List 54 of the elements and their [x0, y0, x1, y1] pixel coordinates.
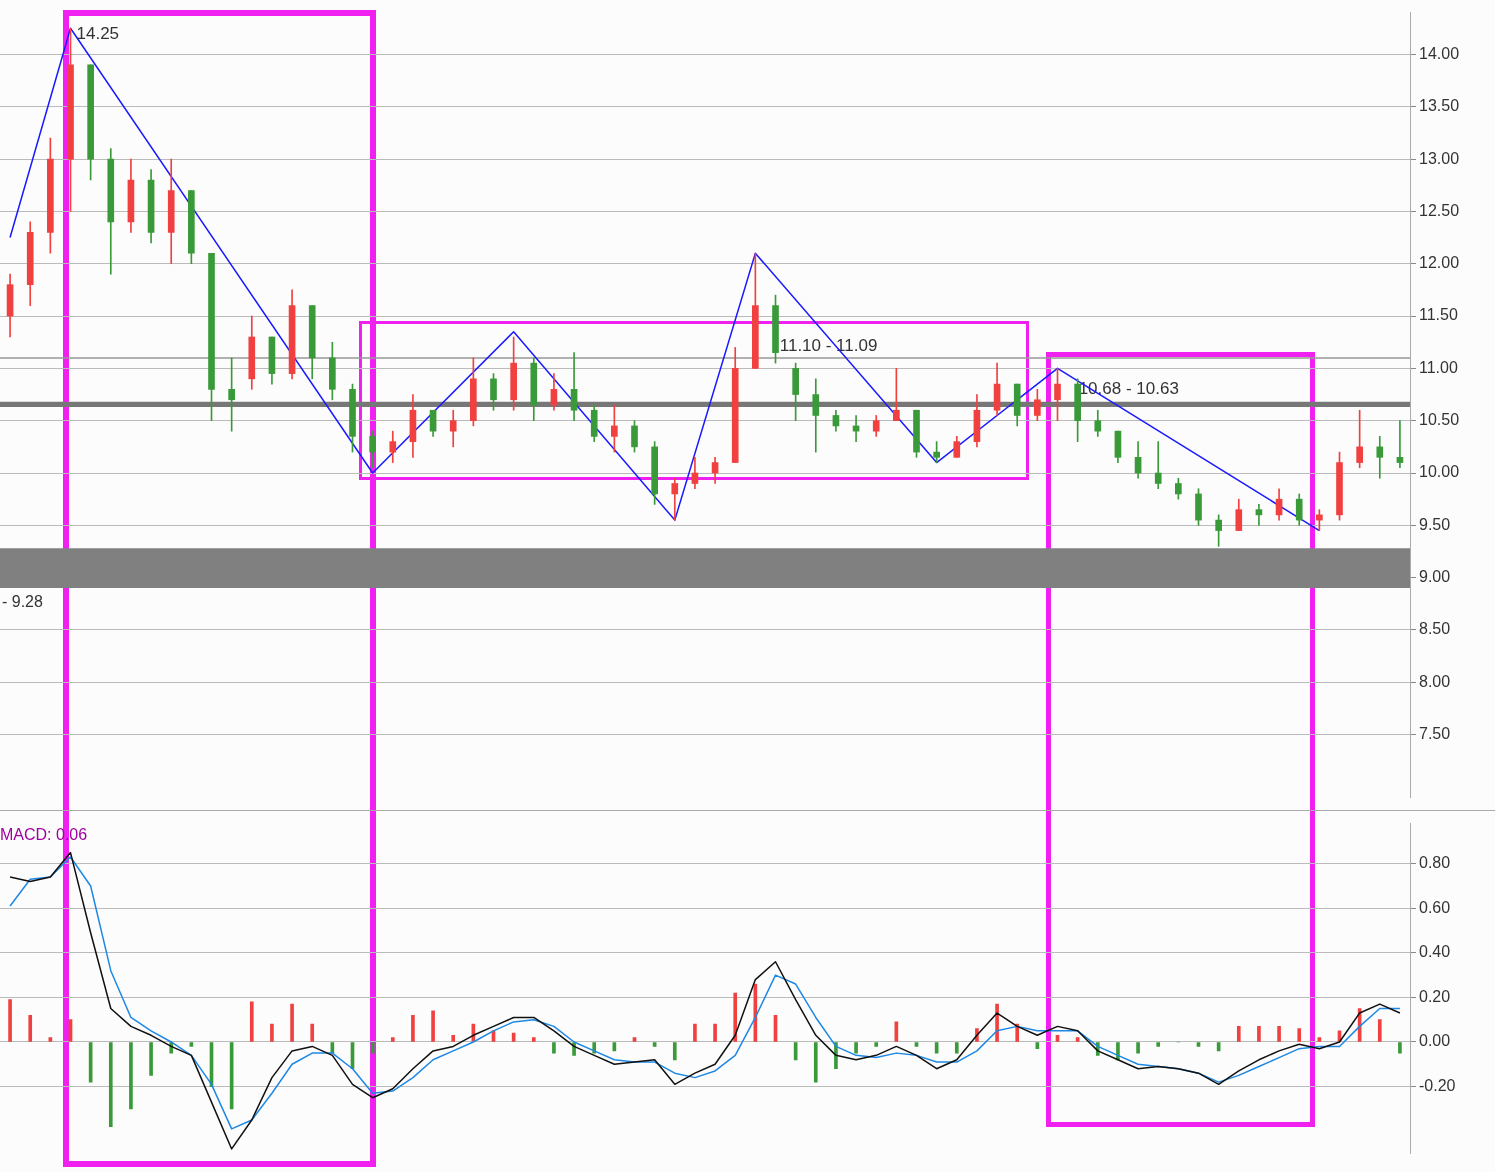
ref-line-label: 11.10 - 11.09 — [779, 336, 878, 356]
bar — [290, 1003, 294, 1042]
bar — [713, 1023, 717, 1042]
y-tick-label: 0.00 — [1419, 1032, 1451, 1050]
bar — [310, 1023, 315, 1042]
bar — [733, 992, 738, 1042]
y-tick-label: 9.50 — [1419, 515, 1451, 533]
y-tick-label: 12.50 — [1419, 201, 1460, 219]
bar — [451, 1034, 456, 1042]
y-tick-label: 8.00 — [1419, 672, 1451, 690]
bar — [552, 1042, 556, 1054]
bar — [813, 1042, 818, 1083]
bar — [249, 1001, 254, 1042]
bar — [8, 999, 12, 1042]
bar — [411, 1014, 415, 1042]
y-tick-label: 11.00 — [1419, 358, 1458, 376]
bar — [1398, 1042, 1402, 1054]
y-tick-label: 9.00 — [1419, 568, 1451, 586]
bar — [1277, 1026, 1281, 1042]
y-tick-label: 7.50 — [1419, 725, 1451, 743]
bar — [954, 1042, 959, 1054]
bar — [431, 1010, 435, 1042]
bar — [1377, 1019, 1382, 1042]
bar — [693, 1023, 697, 1042]
y-tick-label: 10.00 — [1419, 463, 1460, 481]
band-label: - 9.28 — [2, 592, 44, 610]
y-tick-label: 13.00 — [1419, 149, 1460, 167]
bar — [390, 1037, 395, 1042]
y-tick-label: 14.00 — [1419, 44, 1460, 62]
bar — [1257, 1026, 1261, 1042]
bar — [854, 1042, 858, 1054]
y-tick-label: 13.50 — [1419, 97, 1460, 115]
bar — [672, 1042, 677, 1061]
y-tick-label: -0.20 — [1419, 1076, 1456, 1094]
annotation: 14.25 — [76, 24, 120, 44]
y-tick-label: 0.60 — [1419, 898, 1451, 916]
bar — [108, 1042, 113, 1127]
y-tick-label: 12.00 — [1419, 254, 1460, 272]
bar — [129, 1042, 133, 1110]
y-tick-label: 0.80 — [1419, 854, 1451, 872]
bar — [1236, 1026, 1241, 1042]
bar — [1136, 1042, 1140, 1054]
bar — [28, 1014, 33, 1042]
bar — [531, 1037, 536, 1042]
bar — [1156, 1042, 1161, 1047]
bar — [874, 1042, 879, 1047]
bar — [270, 1023, 274, 1042]
bar — [1297, 1028, 1302, 1042]
y-tick-label: 0.40 — [1419, 943, 1451, 961]
y-tick-label: 10.50 — [1419, 411, 1460, 429]
y-tick-label: 11.50 — [1419, 306, 1458, 324]
y-tick-label: 8.50 — [1419, 620, 1451, 638]
y-tick-label: 0.20 — [1419, 987, 1451, 1005]
bar — [149, 1042, 153, 1076]
